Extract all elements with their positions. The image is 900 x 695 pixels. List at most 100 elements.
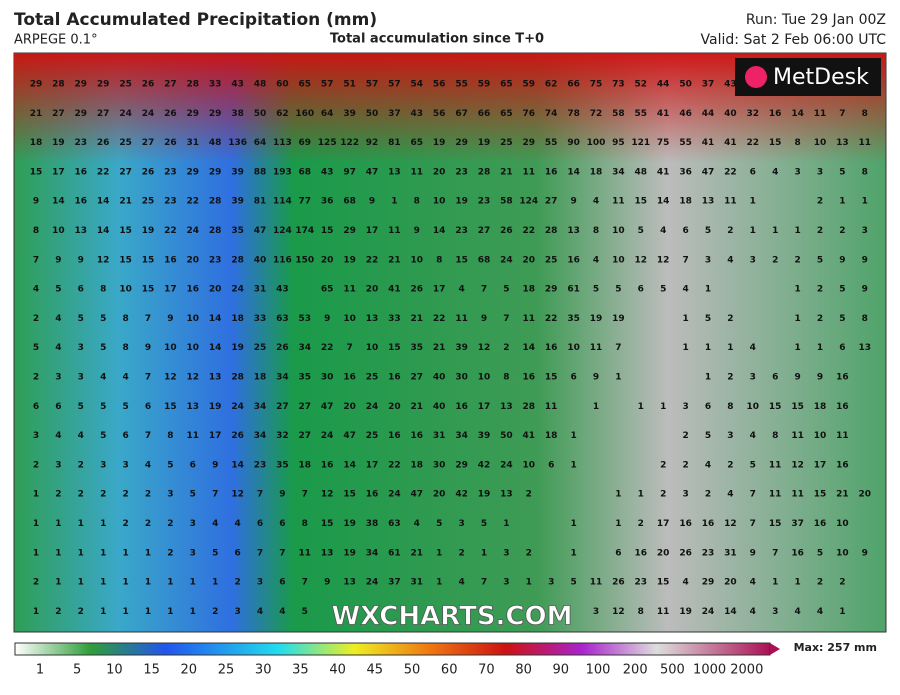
precip-value: 11 <box>590 578 603 588</box>
precip-value: 22 <box>366 255 379 265</box>
precip-value: 2 <box>122 519 128 529</box>
precip-value: 2 <box>212 607 218 617</box>
precip-value: 36 <box>321 197 334 207</box>
precip-value: 5 <box>638 226 644 236</box>
precip-value: 116 <box>273 255 292 265</box>
precip-value: 8 <box>100 285 106 295</box>
model: ARPEGE 0.1° <box>14 33 98 48</box>
precip-value: 4 <box>279 607 285 617</box>
precip-value: 32 <box>747 109 760 119</box>
precip-value: 40 <box>254 255 267 265</box>
precip-value: 6 <box>548 460 554 470</box>
precip-value: 5 <box>100 343 106 353</box>
precip-value: 13 <box>836 138 849 148</box>
precip-value: 2 <box>727 226 733 236</box>
precip-value: 63 <box>388 519 401 529</box>
precip-value: 19 <box>52 138 65 148</box>
precip-value: 23 <box>164 167 177 177</box>
precip-value: 193 <box>273 167 292 177</box>
precip-value: 5 <box>817 548 823 558</box>
precip-value: 23 <box>455 167 468 177</box>
precip-value: 9 <box>33 197 39 207</box>
precip-value: 15 <box>164 402 177 412</box>
precip-value: 12 <box>231 490 244 500</box>
precip-value: 6 <box>78 285 84 295</box>
precip-value: 41 <box>388 285 401 295</box>
precip-value: 1 <box>33 607 39 617</box>
precip-value: 4 <box>212 519 218 529</box>
precip-value: 26 <box>231 431 244 441</box>
precip-value: 3 <box>727 431 733 441</box>
precip-value: 8 <box>302 519 308 529</box>
precip-value: 38 <box>231 109 244 119</box>
precip-value: 41 <box>657 109 670 119</box>
precip-value: 29 <box>702 578 715 588</box>
precip-value: 6 <box>145 402 151 412</box>
precip-value: 5 <box>55 285 61 295</box>
precip-value: 11 <box>411 167 424 177</box>
precip-value: 27 <box>299 431 312 441</box>
precip-value: 23 <box>478 197 491 207</box>
precip-value: 11 <box>769 460 782 470</box>
precip-value: 29 <box>455 460 468 470</box>
precip-value: 10 <box>119 285 132 295</box>
precip-value: 8 <box>122 343 128 353</box>
precip-value: 10 <box>523 460 536 470</box>
precip-value: 35 <box>411 343 424 353</box>
precip-value: 22 <box>747 138 760 148</box>
precip-value: 6 <box>234 548 240 558</box>
precip-value: 11 <box>612 197 625 207</box>
precip-value: 9 <box>167 314 173 324</box>
precip-value: 26 <box>164 138 177 148</box>
precip-value: 38 <box>366 519 379 529</box>
precip-value: 62 <box>276 109 289 119</box>
precip-value: 15 <box>455 255 468 265</box>
precip-value: 8 <box>862 167 868 177</box>
precip-value: 5 <box>705 226 711 236</box>
precip-value: 16 <box>836 373 849 383</box>
precip-value: 22 <box>97 167 110 177</box>
colorbar-label: 80 <box>515 663 532 678</box>
precip-value: 9 <box>862 255 868 265</box>
precip-value: 14 <box>343 460 356 470</box>
precip-value: 29 <box>30 80 43 90</box>
precip-value: 78 <box>567 109 580 119</box>
precip-value: 17 <box>478 402 491 412</box>
precip-value: 81 <box>254 197 267 207</box>
precip-value: 29 <box>75 109 88 119</box>
precip-value: 122 <box>340 138 359 148</box>
precip-value: 11 <box>299 548 312 558</box>
precip-value: 113 <box>273 138 292 148</box>
precip-value: 24 <box>366 578 379 588</box>
precip-value: 81 <box>388 138 401 148</box>
precip-value: 12 <box>97 255 110 265</box>
precip-value: 1 <box>33 519 39 529</box>
precip-value: 10 <box>567 343 580 353</box>
precip-value: 12 <box>791 460 804 470</box>
precip-value: 2 <box>682 431 688 441</box>
precip-value: 2 <box>682 460 688 470</box>
precip-value: 1 <box>705 343 711 353</box>
precip-value: 55 <box>679 138 692 148</box>
precip-value: 6 <box>682 226 688 236</box>
precip-value: 4 <box>78 431 84 441</box>
precip-value: 7 <box>257 490 263 500</box>
precip-value: 74 <box>545 109 558 119</box>
precip-value: 52 <box>635 80 648 90</box>
precip-value: 1 <box>570 460 576 470</box>
precip-value: 25 <box>366 373 379 383</box>
precip-value: 16 <box>164 255 177 265</box>
precip-value: 2 <box>100 490 106 500</box>
precip-value: 51 <box>343 80 356 90</box>
precip-value: 17 <box>433 285 446 295</box>
precip-value: 24 <box>388 490 401 500</box>
precip-value: 37 <box>702 80 715 90</box>
colorbar-label: 45 <box>367 663 384 678</box>
precip-value: 1 <box>794 343 800 353</box>
precip-value: 114 <box>273 197 292 207</box>
precip-value: 1 <box>55 519 61 529</box>
colorbar-label: 30 <box>255 663 272 678</box>
precip-value: 39 <box>231 167 244 177</box>
colorbar-label: 200 <box>623 663 648 678</box>
precip-value: 15 <box>142 255 155 265</box>
